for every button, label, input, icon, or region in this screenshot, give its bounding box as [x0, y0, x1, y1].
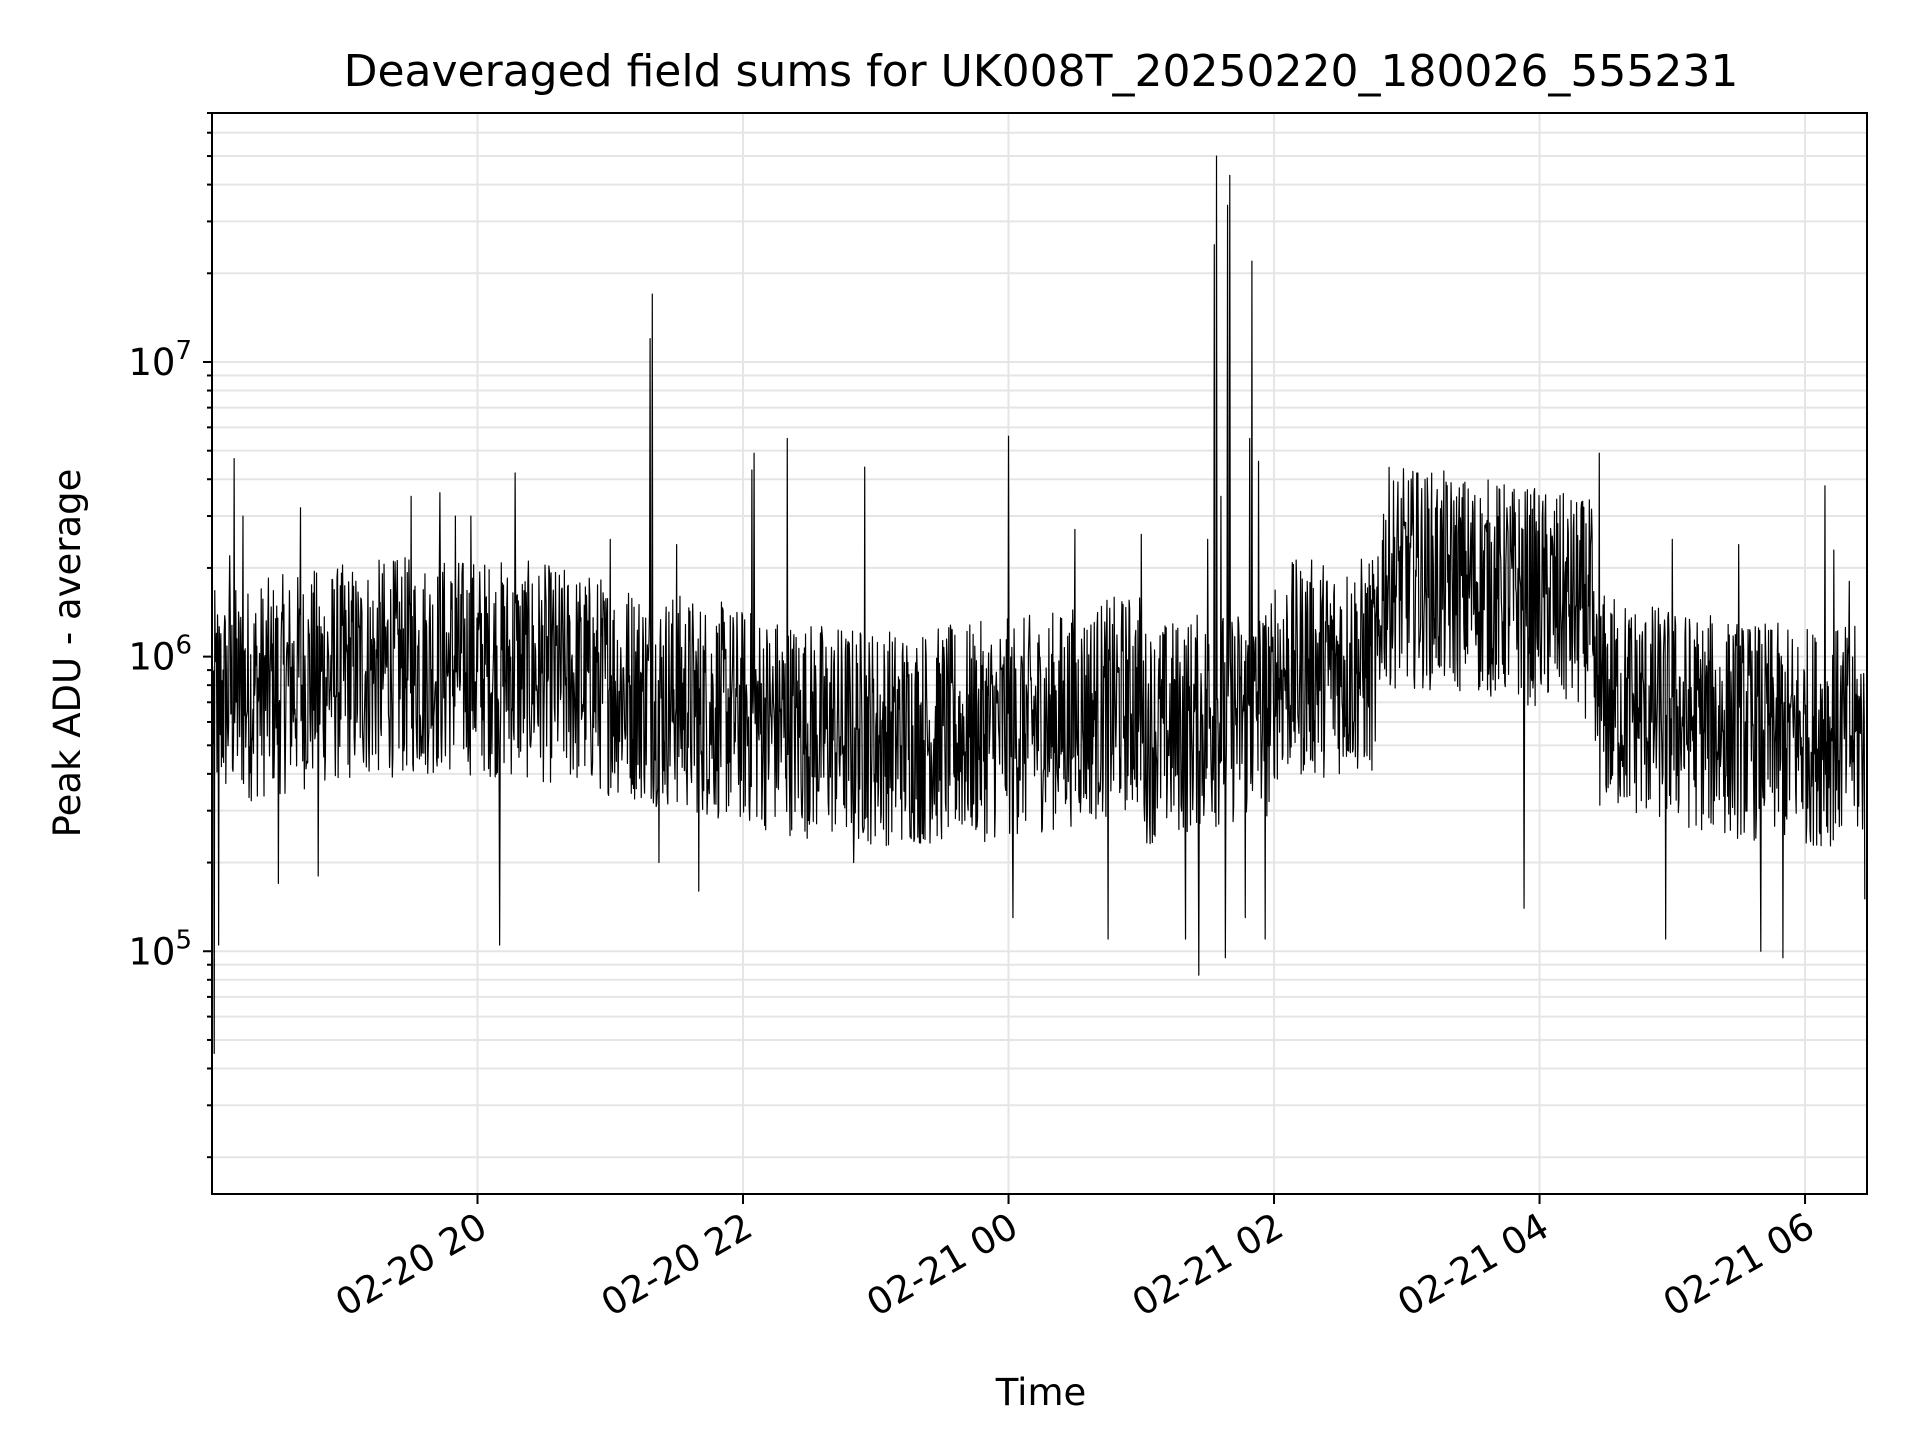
y-tick-label: 107: [128, 336, 192, 384]
series-line: [211, 155, 1866, 1055]
chart-title: Deaveraged field sums for UK008T_2025022…: [344, 46, 1739, 97]
data-series: [211, 155, 1866, 1055]
y-axis-ticks: 105 106 107: [128, 112, 212, 1159]
y-tick-label: 105: [128, 925, 192, 973]
plot-frame: [211, 112, 1868, 1195]
y-axis-label: Peak ADU - average: [46, 469, 89, 838]
x-axis-label: Time: [995, 1371, 1087, 1414]
y-tick-label: 106: [128, 631, 192, 679]
